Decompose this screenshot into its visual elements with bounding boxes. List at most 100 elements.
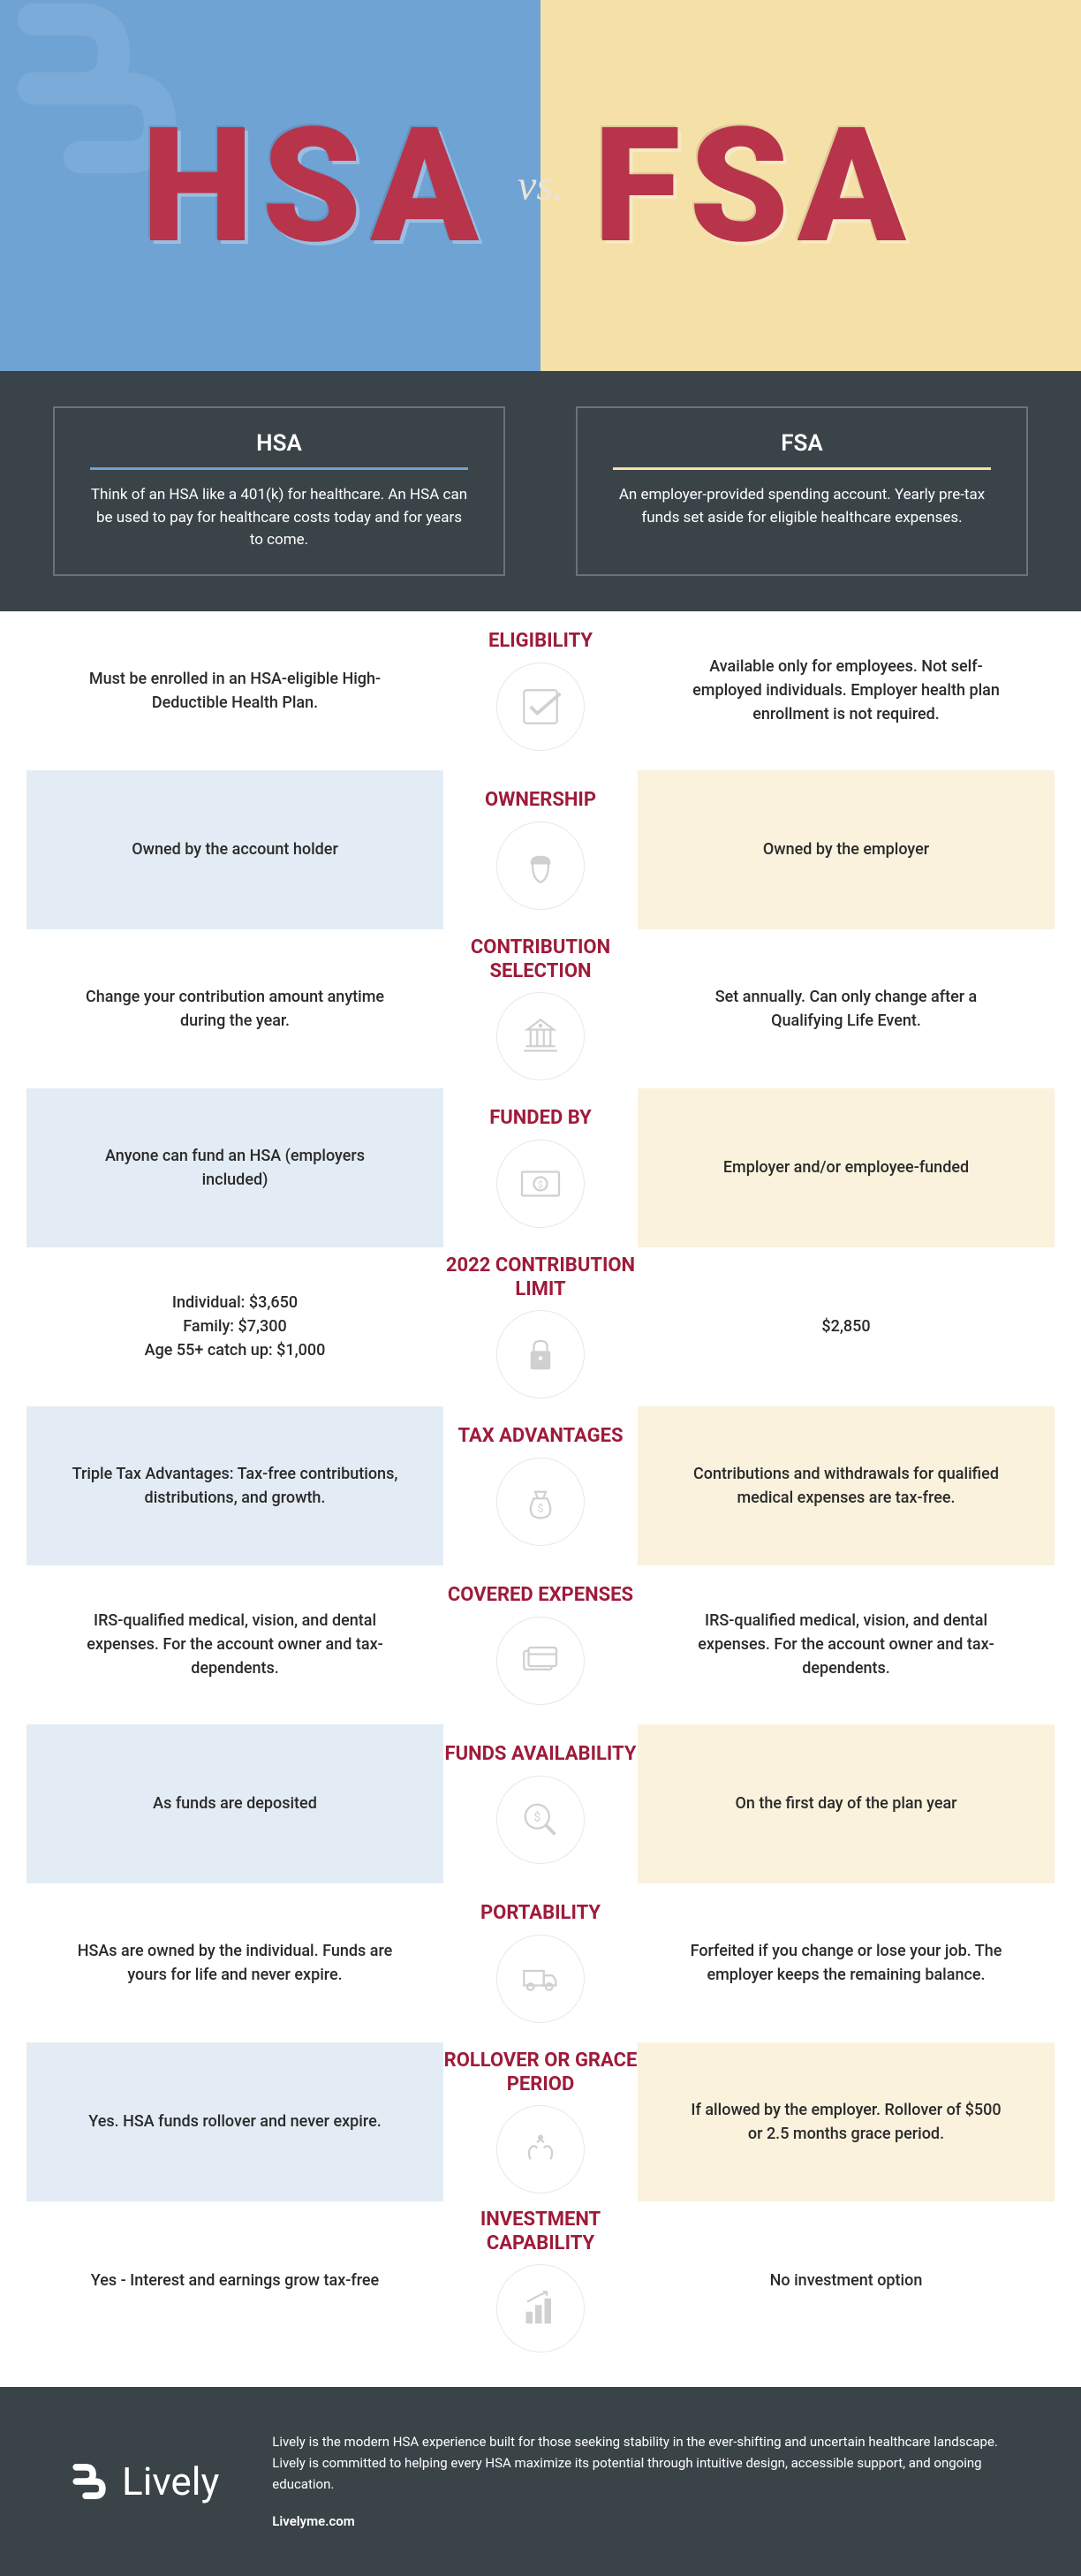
fsa-cell: If allowed by the employer. Rollover of …: [638, 2042, 1055, 2201]
category-label-cell: 2022 CONTRIBUTION LIMIT: [443, 1254, 638, 1398]
fsa-cell-text: Owned by the employer: [763, 837, 929, 861]
hsa-intro-desc: Think of an HSA like a 401(k) for health…: [90, 484, 468, 552]
fsa-cell: Set annually. Can only change after a Qu…: [638, 929, 1055, 1088]
bag-icon: $: [496, 1458, 585, 1546]
fsa-cell: $2,850: [638, 1247, 1055, 1406]
hsa-cell: Change your contribution amount anytime …: [26, 929, 443, 1088]
fsa-cell-text: Available only for employees. Not self-e…: [682, 655, 1010, 726]
fsa-intro-desc: An employer-provided spending account. Y…: [613, 484, 991, 529]
hsa-cell-text: Yes - Interest and earnings grow tax-fre…: [91, 2269, 379, 2292]
category-label-cell: OWNERSHIP: [443, 789, 638, 909]
svg-text:$: $: [538, 1178, 543, 1190]
hero-left-panel: HSA: [0, 0, 540, 371]
comparison-row: As funds are deposited FUNDS AVAILABILITY…: [26, 1724, 1055, 1883]
hsa-title: HSA: [141, 93, 488, 279]
comparison-row: Yes - Interest and earnings grow tax-fre…: [26, 2201, 1055, 2360]
category-label-cell: CONTRIBUTION SELECTION: [443, 936, 638, 1080]
hsa-cell: Yes - Interest and earnings grow tax-fre…: [26, 2201, 443, 2360]
fsa-cell: Forfeited if you change or lose your job…: [638, 1883, 1055, 2042]
magnify-icon: $: [496, 1776, 585, 1864]
category-label-cell: ELIGIBILITY: [443, 630, 638, 750]
fsa-cell-text: If allowed by the employer. Rollover of …: [682, 2098, 1010, 2146]
card-icon: [496, 1617, 585, 1705]
hsa-cell-text: Yes. HSA funds rollover and never expire…: [88, 2110, 381, 2133]
hero-right-panel: FSA: [540, 0, 1081, 371]
hsa-cell-text: Individual: $3,650Family: $7,300Age 55+ …: [145, 1291, 326, 1362]
category-label-cell: FUNDS AVAILABILITY $: [443, 1743, 638, 1863]
hsa-cell-text: Change your contribution amount anytime …: [71, 985, 399, 1033]
comparison-row: Owned by the account holder OWNERSHIP Owne…: [26, 770, 1055, 929]
category-label: TAX ADVANTAGES: [457, 1425, 623, 1448]
acorn-icon: [496, 822, 585, 910]
money-icon: $: [496, 1140, 585, 1228]
hsa-intro-box: HSA Think of an HSA like a 401(k) for he…: [53, 406, 505, 576]
fsa-cell-text: Employer and/or employee-funded: [723, 1155, 969, 1179]
category-label: OWNERSHIP: [485, 789, 596, 812]
category-label: INVESTMENT CAPABILITY: [443, 2209, 638, 2255]
hsa-cell-text: As funds are deposited: [153, 1792, 317, 1815]
footer-text-block: Lively is the modern HSA experience buil…: [272, 2431, 1019, 2532]
bank-icon: [496, 992, 585, 1080]
chart-icon: [496, 2264, 585, 2352]
comparison-row: Anyone can fund an HSA (employers includ…: [26, 1088, 1055, 1247]
footer-brand: Lively: [122, 2459, 219, 2504]
fsa-cell: Available only for employees. Not self-e…: [638, 611, 1055, 770]
svg-text:$: $: [538, 1502, 544, 1514]
footer-logo: Lively: [62, 2458, 219, 2505]
comparison-row: IRS-qualified medical, vision, and denta…: [26, 1565, 1055, 1724]
hsa-cell-text: IRS-qualified medical, vision, and denta…: [71, 1609, 399, 1680]
fsa-cell: Employer and/or employee-funded: [638, 1088, 1055, 1247]
hsa-cell: Must be enrolled in an HSA-eligible High…: [26, 611, 443, 770]
comparison-row: Triple Tax Advantages: Tax-free contribu…: [26, 1406, 1055, 1565]
hsa-cell: Triple Tax Advantages: Tax-free contribu…: [26, 1406, 443, 1565]
vs-text: vs.: [518, 162, 563, 210]
fsa-cell: No investment option: [638, 2201, 1055, 2360]
category-label: ELIGIBILITY: [488, 630, 593, 653]
fsa-intro-box: FSA An employer-provided spending accoun…: [576, 406, 1028, 576]
hsa-cell-text: Anyone can fund an HSA (employers includ…: [71, 1144, 399, 1192]
hsa-cell-text: Owned by the account holder: [132, 837, 338, 861]
comparison-row: Individual: $3,650Family: $7,300Age 55+ …: [26, 1247, 1055, 1406]
hero-banner: HSA vs. FSA: [0, 0, 1081, 371]
fsa-cell: Owned by the employer: [638, 770, 1055, 929]
fsa-cell-text: $2,850: [821, 1315, 870, 1338]
comparison-row: Must be enrolled in an HSA-eligible High…: [26, 611, 1055, 770]
hsa-cell: HSAs are owned by the individual. Funds …: [26, 1883, 443, 2042]
category-label: FUNDED BY: [489, 1107, 592, 1130]
category-label-cell: FUNDED BY $: [443, 1107, 638, 1227]
intro-section: HSA Think of an HSA like a 401(k) for he…: [0, 371, 1081, 611]
hsa-cell: Yes. HSA funds rollover and never expire…: [26, 2042, 443, 2201]
hsa-cell: Anyone can fund an HSA (employers includ…: [26, 1088, 443, 1247]
fsa-cell: On the first day of the plan year: [638, 1724, 1055, 1883]
category-label: FUNDS AVAILABILITY: [445, 1743, 637, 1766]
category-label-cell: PORTABILITY: [443, 1902, 638, 2022]
svg-text:$: $: [533, 1810, 540, 1824]
fsa-cell-text: No investment option: [770, 2269, 923, 2292]
category-label: PORTABILITY: [480, 1902, 601, 1925]
category-label-cell: TAX ADVANTAGES $: [443, 1425, 638, 1545]
category-label-cell: COVERED EXPENSES: [443, 1584, 638, 1704]
category-label: CONTRIBUTION SELECTION: [443, 936, 638, 983]
fsa-cell-text: Contributions and withdrawals for qualif…: [682, 1462, 1010, 1510]
hands-icon: [496, 2105, 585, 2193]
hsa-cell: Individual: $3,650Family: $7,300Age 55+ …: [26, 1247, 443, 1406]
comparison-row: HSAs are owned by the individual. Funds …: [26, 1883, 1055, 2042]
fsa-cell-text: IRS-qualified medical, vision, and denta…: [682, 1609, 1010, 1680]
fsa-cell-text: Set annually. Can only change after a Qu…: [682, 985, 1010, 1033]
footer: Lively Lively is the modern HSA experien…: [0, 2387, 1081, 2576]
fsa-cell-text: Forfeited if you change or lose your job…: [682, 1939, 1010, 1987]
category-label: ROLLOVER OR GRACE PERIOD: [443, 2049, 638, 2096]
check-icon: [496, 663, 585, 751]
truck-icon: [496, 1935, 585, 2023]
hsa-intro-title: HSA: [90, 430, 468, 470]
fsa-cell: Contributions and withdrawals for qualif…: [638, 1406, 1055, 1565]
footer-url: Livelyme.com: [272, 2511, 1019, 2532]
category-label: 2022 CONTRIBUTION LIMIT: [443, 1254, 638, 1301]
fsa-intro-title: FSA: [613, 430, 991, 470]
fsa-title: FSA: [593, 93, 915, 279]
lock-icon: [496, 1310, 585, 1398]
comparison-table: Must be enrolled in an HSA-eligible High…: [0, 611, 1081, 2360]
hsa-cell-text: Must be enrolled in an HSA-eligible High…: [71, 667, 399, 715]
hsa-cell: Owned by the account holder: [26, 770, 443, 929]
hsa-cell: IRS-qualified medical, vision, and denta…: [26, 1565, 443, 1724]
